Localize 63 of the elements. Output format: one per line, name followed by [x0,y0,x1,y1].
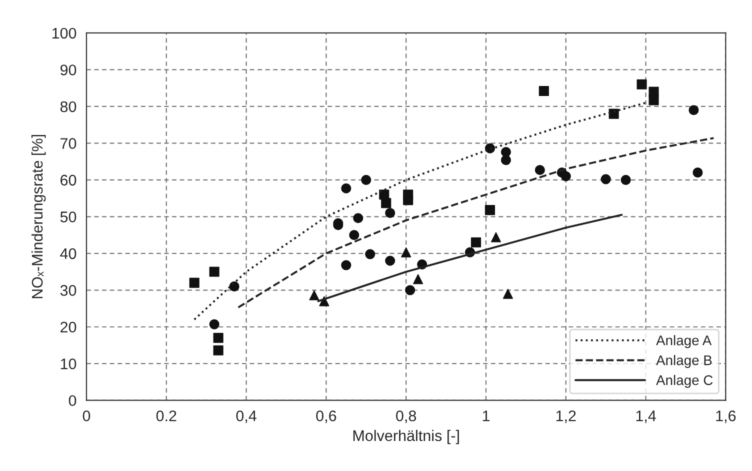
x-axis-title: Molverhältnis [-] [353,430,459,444]
x-tick-label: 0,4 [236,410,256,424]
legend-label: Anlage A [656,335,712,348]
x-tick-label: 0.2 [156,410,176,422]
y-tick-label: 80 [60,101,76,112]
point [484,143,496,154]
point [534,164,545,176]
line-series [193,102,647,320]
point [413,274,424,284]
y-tick-label: 90 [60,64,76,76]
legend-label: Anlage C [656,374,713,388]
point [600,174,611,184]
point [385,256,396,266]
line-series [237,137,715,308]
point [189,278,200,288]
point [405,285,416,296]
point [349,230,360,240]
point [470,237,482,248]
y-tick-label: 60 [60,174,76,186]
point [341,260,352,270]
point [500,155,511,166]
point [209,319,220,330]
point [636,79,647,90]
x-tick-label: 1,2 [556,410,576,424]
point [229,281,240,292]
point [365,249,376,260]
y-tick-label: 40 [60,248,76,260]
x-tick-label: 0,8 [396,410,416,424]
point [620,174,631,185]
point [341,183,352,194]
point [213,345,224,356]
point [484,205,496,216]
y-tick-label: 0 [68,395,76,406]
x-tick-label: 1,6 [716,410,736,424]
y-tick-label: 30 [60,285,76,296]
y-axis-title: NOₓ-Minderungsrate [%] [31,135,46,298]
point [688,105,699,116]
x-tick-label: 1,4 [636,410,656,424]
point [401,247,412,258]
x-tick-label: 1 [482,410,490,422]
point [385,208,396,218]
point [381,198,392,208]
point [403,195,414,206]
x-tick-label: 0,6 [316,410,336,424]
point [209,266,220,277]
y-tick-label: 50 [60,212,76,222]
y-tick-label: 100 [52,28,76,39]
point [490,232,501,242]
point [502,288,513,299]
point [213,332,224,343]
y-tick-label: 70 [60,138,76,149]
point [538,86,549,96]
legend-label: Anlage B [656,355,712,368]
point [353,213,364,224]
point [692,168,703,178]
point [361,174,372,185]
point [608,108,619,119]
point [560,171,571,182]
x-tick-label: 0 [82,410,90,422]
y-tick-label: 10 [60,358,76,370]
y-tick-label: 20 [60,322,76,333]
point [309,290,320,300]
point [648,95,659,106]
